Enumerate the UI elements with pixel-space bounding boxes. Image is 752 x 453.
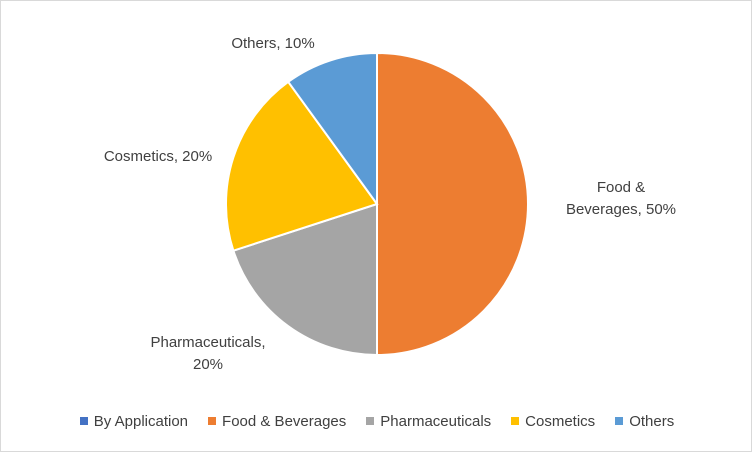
legend-item-cosmetics: Cosmetics	[511, 413, 595, 430]
legend-item-by-application: By Application	[79, 412, 189, 430]
legend-item-food-beverages: Food & Beverages	[208, 413, 346, 430]
legend-label: By Application	[93, 412, 189, 430]
data-label-cosmetics: Cosmetics, 20%	[104, 148, 212, 165]
legend-swatch	[208, 417, 217, 425]
legend-swatch	[615, 417, 624, 425]
legend-item-pharmaceuticals: Pharmaceuticals	[366, 413, 491, 430]
legend-label: Others	[629, 412, 675, 430]
pie-slice-pharmaceuticals	[232, 202, 378, 357]
legend: By Application Food & Beverages Pharmace…	[1, 410, 752, 432]
legend-label: Food & Beverages	[222, 412, 347, 430]
pie-slices	[225, 51, 529, 357]
data-label-pharmaceuticals: Pharmaceuticals, 20%	[150, 334, 265, 373]
data-label-others: Others, 10%	[231, 35, 314, 52]
data-label-food-beverages: Food & Beverages, 50%	[566, 179, 676, 218]
legend-item-others: Others	[615, 413, 674, 430]
legend-swatch	[511, 417, 520, 425]
legend-swatch	[79, 417, 88, 425]
data-labels: Food & Beverages, 50% Pharmaceuticals, 20% C…	[104, 35, 676, 373]
legend-label: Cosmetics	[525, 412, 596, 430]
pie-slice-food-beverages	[376, 51, 529, 357]
pie-slice-others	[286, 51, 378, 208]
pie-slice-cosmetics	[225, 80, 379, 252]
legend-swatch	[366, 417, 375, 425]
legend-label: Pharmaceuticals	[380, 412, 492, 430]
